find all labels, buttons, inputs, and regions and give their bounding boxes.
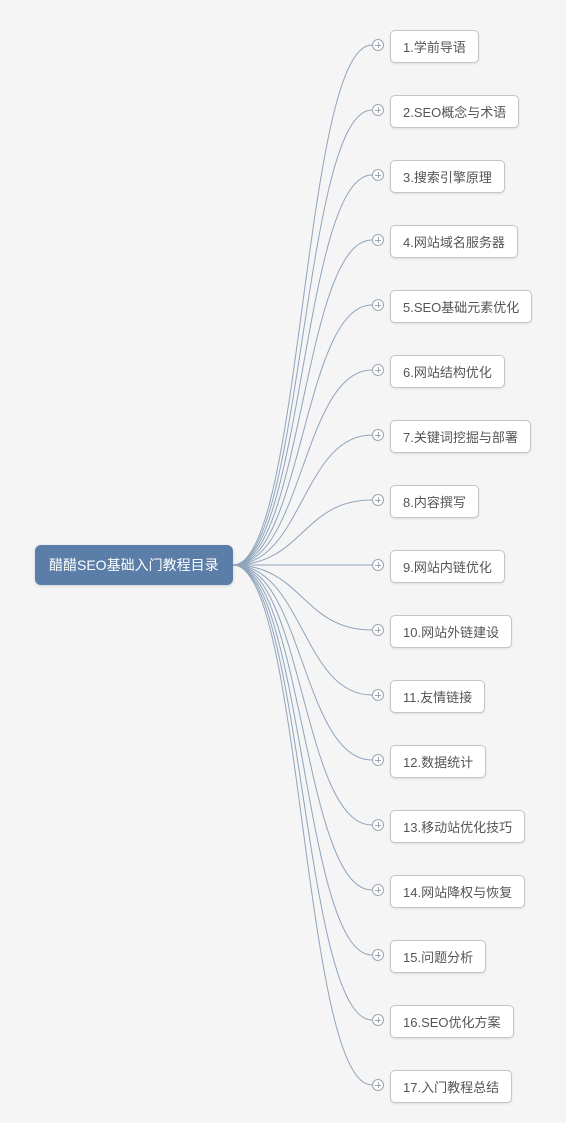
expand-icon[interactable]	[372, 364, 384, 376]
expand-icon[interactable]	[372, 169, 384, 181]
mindmap-edge	[233, 565, 372, 760]
mindmap-edge	[233, 370, 372, 565]
mindmap-edge	[233, 565, 372, 695]
mindmap-edge	[233, 305, 372, 565]
mindmap-root-node[interactable]: 醋醋SEO基础入门教程目录	[35, 545, 233, 585]
expand-icon[interactable]	[372, 949, 384, 961]
expand-icon[interactable]	[372, 559, 384, 571]
expand-icon[interactable]	[372, 689, 384, 701]
mindmap-child-node[interactable]: 4.网站域名服务器	[390, 225, 518, 258]
expand-icon[interactable]	[372, 104, 384, 116]
expand-icon[interactable]	[372, 429, 384, 441]
mindmap-child-node[interactable]: 17.入门教程总结	[390, 1070, 512, 1103]
mindmap-edge	[233, 565, 372, 1020]
expand-icon[interactable]	[372, 234, 384, 246]
mindmap-child-node[interactable]: 6.网站结构优化	[390, 355, 505, 388]
expand-icon[interactable]	[372, 624, 384, 636]
mindmap-edge	[233, 175, 372, 565]
mindmap-edge	[233, 565, 372, 890]
mindmap-child-node[interactable]: 11.友情链接	[390, 680, 485, 713]
mindmap-child-node[interactable]: 1.学前导语	[390, 30, 479, 63]
mindmap-child-node[interactable]: 8.内容撰写	[390, 485, 479, 518]
expand-icon[interactable]	[372, 819, 384, 831]
expand-icon[interactable]	[372, 1014, 384, 1026]
expand-icon[interactable]	[372, 884, 384, 896]
mindmap-edge	[233, 565, 372, 825]
mindmap-edge	[233, 240, 372, 565]
mindmap-child-node[interactable]: 3.搜索引擎原理	[390, 160, 505, 193]
mindmap-edge	[233, 565, 372, 955]
mindmap-child-node[interactable]: 13.移动站优化技巧	[390, 810, 525, 843]
mindmap-child-node[interactable]: 7.关键词挖掘与部署	[390, 420, 531, 453]
mindmap-edge	[233, 45, 372, 565]
mindmap-child-node[interactable]: 10.网站外链建设	[390, 615, 512, 648]
expand-icon[interactable]	[372, 299, 384, 311]
mindmap-edge	[233, 110, 372, 565]
mindmap-edge	[233, 565, 372, 1085]
mindmap-child-node[interactable]: 2.SEO概念与术语	[390, 95, 519, 128]
expand-icon[interactable]	[372, 1079, 384, 1091]
mindmap-child-node[interactable]: 14.网站降权与恢复	[390, 875, 525, 908]
expand-icon[interactable]	[372, 494, 384, 506]
mindmap-edge	[233, 435, 372, 565]
mindmap-child-node[interactable]: 5.SEO基础元素优化	[390, 290, 532, 323]
mindmap-child-node[interactable]: 9.网站内链优化	[390, 550, 505, 583]
mindmap-child-node[interactable]: 16.SEO优化方案	[390, 1005, 514, 1038]
expand-icon[interactable]	[372, 754, 384, 766]
mindmap-child-node[interactable]: 15.问题分析	[390, 940, 486, 973]
mindmap-child-node[interactable]: 12.数据统计	[390, 745, 486, 778]
expand-icon[interactable]	[372, 39, 384, 51]
